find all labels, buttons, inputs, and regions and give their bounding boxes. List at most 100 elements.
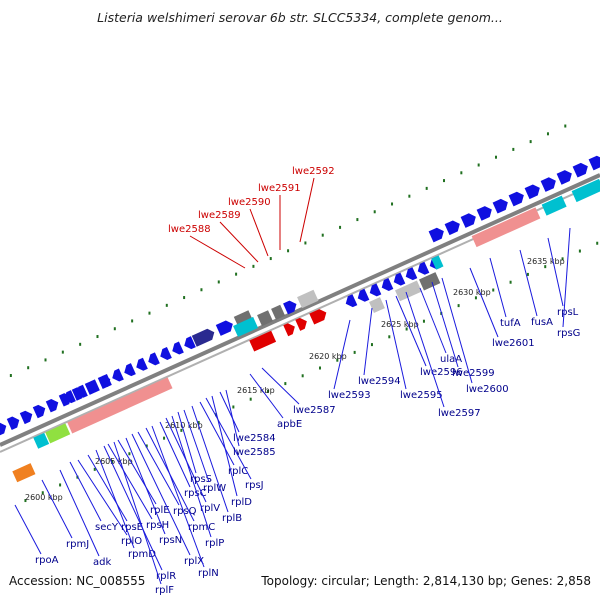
forward-gene[interactable]	[0, 420, 9, 436]
right-forward-gene[interactable]	[460, 211, 479, 228]
rpoA-gene[interactable]	[12, 463, 36, 483]
right-rrna-cluster[interactable]	[471, 207, 541, 248]
gene-label-lwe2591[interactable]: lwe2591	[258, 183, 301, 194]
gene-label-lwe2595[interactable]: lwe2595	[400, 390, 443, 401]
lwe2587-gene[interactable]	[191, 327, 217, 347]
gene-label-lwe2588[interactable]: lwe2588	[168, 224, 211, 235]
forward-gene[interactable]	[45, 397, 61, 413]
gene-label-lwe2596[interactable]: lwe2596	[420, 367, 463, 378]
gene-label-lwe2585[interactable]: lwe2585	[233, 447, 276, 458]
gene-label-rplN[interactable]: rplN	[198, 568, 219, 579]
lwe2592-gene[interactable]	[297, 289, 319, 309]
gene-label-rpsS[interactable]: rpsS	[190, 474, 212, 485]
right-reverse-gene[interactable]	[391, 272, 406, 288]
gene-label-tufA[interactable]: tufA	[500, 318, 521, 329]
gene-label-rplB[interactable]: rplB	[222, 513, 242, 524]
gene-label-rpsJ[interactable]: rpsJ	[245, 480, 264, 491]
other-gene[interactable]	[45, 423, 71, 444]
gene-label-rpsL[interactable]: rpsL	[557, 307, 579, 318]
gene-label-rpsG[interactable]: rpsG	[557, 328, 580, 339]
highlight-red-arrow-2[interactable]	[295, 316, 309, 331]
highlight-red-arrow-1[interactable]	[283, 321, 297, 337]
reverse-strand-gene[interactable]	[110, 368, 124, 384]
lwe2595-gene[interactable]	[395, 280, 422, 302]
gene-label-rpmJ[interactable]: rpmJ	[66, 539, 89, 550]
reverse-strand-gene[interactable]	[74, 384, 88, 400]
gene-label-rplE[interactable]: rplE	[150, 505, 170, 516]
fusA-gene[interactable]	[541, 195, 567, 216]
right-reverse-gene[interactable]	[415, 261, 430, 277]
right-forward-gene[interactable]	[444, 218, 463, 236]
right-forward-gene[interactable]	[428, 226, 447, 243]
gene-label-rpoA[interactable]: rpoA	[35, 555, 59, 566]
gene-label-lwe2592[interactable]: lwe2592	[292, 166, 335, 177]
gene-label-rplX[interactable]: rplX	[184, 556, 204, 567]
lwe2591-gene[interactable]	[283, 299, 299, 315]
reverse-strand-gene[interactable]	[146, 352, 160, 367]
forward-gene[interactable]	[32, 403, 48, 419]
lwe2589-gene[interactable]	[257, 310, 273, 327]
reverse-strand-gene[interactable]	[62, 390, 76, 405]
reverse-strand-gene[interactable]	[134, 357, 148, 373]
reverse-strand-gene[interactable]	[98, 373, 112, 389]
gene-label-rpsH[interactable]: rpsH	[146, 520, 169, 531]
apbE-gene[interactable]	[215, 318, 236, 336]
gene-label-lwe2593[interactable]: lwe2593	[328, 390, 371, 401]
right-forward-gene[interactable]	[556, 168, 575, 185]
right-reverse-gene[interactable]	[403, 267, 418, 282]
gene-label-rplR[interactable]: rplR	[156, 571, 176, 582]
lwe2597-gene[interactable]	[431, 255, 444, 270]
trna-gene[interactable]	[33, 432, 50, 449]
gene-label-rpmC[interactable]: rpmC	[188, 522, 215, 533]
right-reverse-gene[interactable]	[355, 288, 370, 304]
gene-label-lwe2590[interactable]: lwe2590	[228, 197, 271, 208]
lwe2596-gene[interactable]	[419, 272, 441, 291]
right-forward-gene[interactable]	[476, 204, 495, 221]
gene-label-lwe2600[interactable]: lwe2600	[466, 384, 509, 395]
gene-label-rplP[interactable]: rplP	[205, 538, 224, 549]
lwe2593-gene[interactable]	[369, 297, 385, 314]
gene-label-lwe2584[interactable]: lwe2584	[233, 433, 276, 444]
right-forward-gene[interactable]	[524, 182, 543, 200]
right-forward-gene[interactable]	[492, 197, 511, 214]
gene-label-lwe2601[interactable]: lwe2601	[492, 338, 535, 349]
right-reverse-gene[interactable]	[379, 277, 394, 293]
forward-gene[interactable]	[6, 414, 22, 430]
gene-label-secY[interactable]: secY	[95, 522, 119, 533]
rrna-cluster[interactable]	[67, 377, 173, 434]
gene-label-rpsQ[interactable]: rpsQ	[173, 506, 197, 517]
rpsL-gene[interactable]	[571, 178, 600, 203]
right-forward-gene[interactable]	[540, 175, 559, 192]
highlight-red-arrow-3[interactable]	[309, 307, 329, 325]
reverse-strand-gene[interactable]	[122, 363, 136, 378]
gene-label-rplV[interactable]: rplV	[200, 503, 220, 514]
reverse-strand-gene[interactable]	[182, 336, 196, 351]
right-reverse-gene[interactable]	[367, 283, 382, 298]
reverse-strand-gene[interactable]	[86, 379, 100, 394]
gene-label-lwe2597[interactable]: lwe2597	[438, 408, 481, 419]
right-forward-gene[interactable]	[588, 154, 600, 171]
right-forward-gene[interactable]	[572, 161, 591, 178]
reverse-strand-gene[interactable]	[158, 346, 172, 362]
gene-label-adk[interactable]: adk	[93, 557, 111, 568]
lwe2588-gene[interactable]	[233, 316, 259, 337]
reverse-strand-gene[interactable]	[170, 341, 184, 357]
gene-label-lwe2599[interactable]: lwe2599	[452, 368, 495, 379]
gene-label-rpsC[interactable]: rpsC	[184, 488, 207, 499]
gene-label-rplF[interactable]: rplF	[155, 585, 174, 596]
gene-label-rpsE[interactable]: rpsE	[121, 522, 143, 533]
gene-label-lwe2589[interactable]: lwe2589	[198, 210, 241, 221]
gene-label-rplC[interactable]: rplC	[228, 466, 248, 477]
right-reverse-gene[interactable]	[343, 294, 358, 309]
forward-gene[interactable]	[19, 409, 35, 425]
gene-label-fusA[interactable]: fusA	[531, 317, 553, 328]
right-forward-gene[interactable]	[508, 190, 527, 207]
gene-label-rplW[interactable]: rplW	[203, 483, 226, 494]
gene-label-rpsN[interactable]: rpsN	[159, 535, 182, 546]
gene-label-lwe2587[interactable]: lwe2587	[293, 405, 336, 416]
gene-label-rpmD[interactable]: rpmD	[128, 549, 156, 560]
gene-label-apbE[interactable]: apbE	[277, 419, 302, 430]
gene-label-lwe2594[interactable]: lwe2594	[358, 376, 401, 387]
highlight-red-block[interactable]	[249, 330, 277, 352]
